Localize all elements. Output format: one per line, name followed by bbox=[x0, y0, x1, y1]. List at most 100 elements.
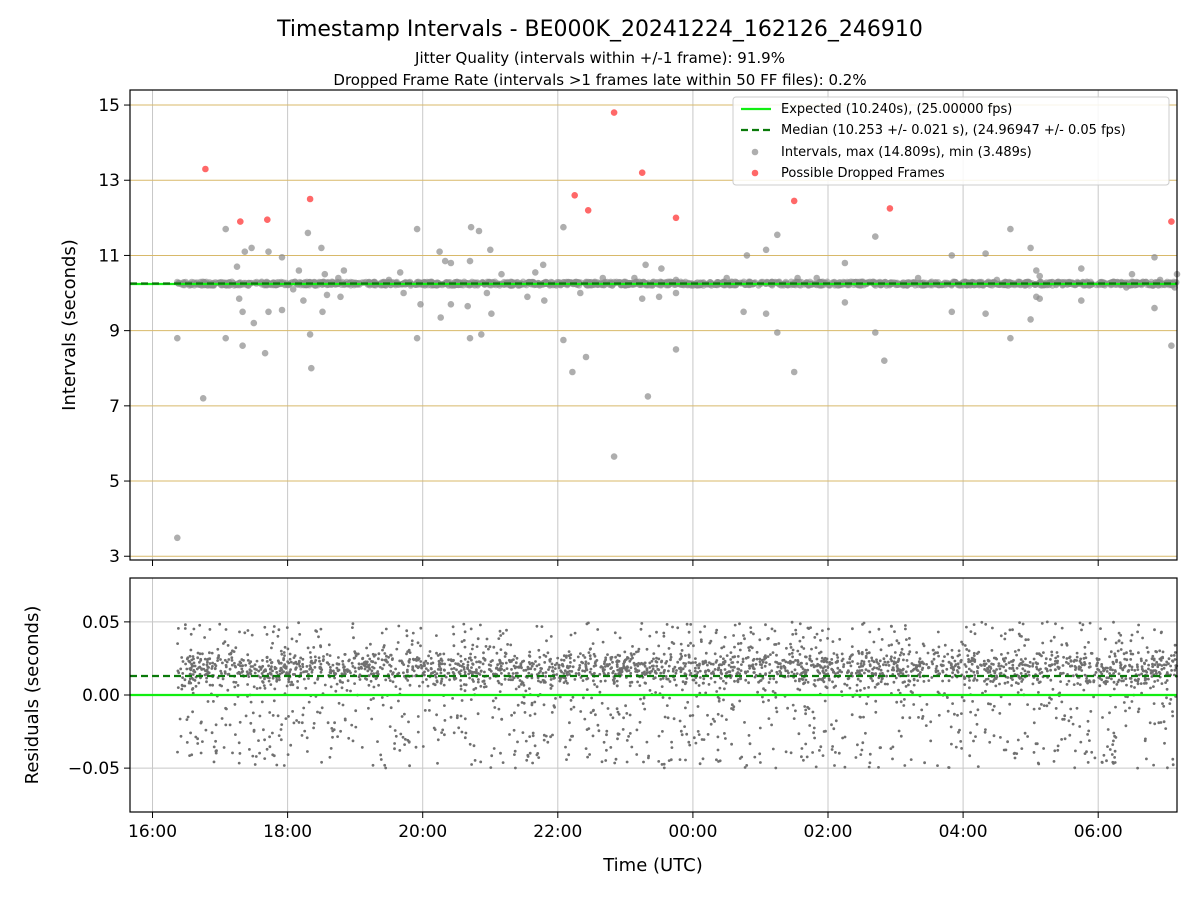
residual-point bbox=[1156, 665, 1160, 669]
residual-point bbox=[308, 664, 312, 667]
residual-point bbox=[900, 647, 904, 651]
residual-point bbox=[1002, 665, 1006, 669]
residual-point bbox=[947, 660, 951, 664]
residual-point bbox=[470, 647, 474, 651]
interval-point bbox=[475, 227, 483, 235]
residual-point bbox=[446, 671, 450, 675]
residual-point bbox=[390, 658, 394, 661]
interval-point bbox=[642, 261, 649, 269]
residual-point bbox=[772, 677, 776, 681]
residual-point bbox=[471, 663, 475, 666]
residual-point bbox=[550, 662, 554, 666]
residual-point bbox=[972, 739, 975, 743]
residual-point bbox=[542, 703, 546, 707]
residual-point bbox=[268, 745, 272, 749]
residual-point bbox=[574, 672, 578, 675]
residual-point bbox=[926, 651, 930, 655]
residual-point bbox=[814, 646, 818, 649]
residual-point bbox=[1035, 652, 1039, 655]
residual-point bbox=[289, 660, 293, 664]
residual-point bbox=[515, 656, 519, 660]
residual-point bbox=[635, 669, 639, 672]
residual-point bbox=[1085, 677, 1088, 680]
residual-point bbox=[547, 668, 550, 671]
residual-point bbox=[685, 677, 689, 680]
residual-point bbox=[341, 659, 345, 663]
residual-point bbox=[861, 741, 865, 745]
residual-point bbox=[909, 690, 913, 693]
residual-point bbox=[283, 666, 287, 669]
residual-point bbox=[505, 628, 508, 632]
residual-point bbox=[323, 683, 327, 687]
interval-point bbox=[982, 250, 989, 257]
residual-point bbox=[971, 658, 975, 662]
residual-point bbox=[240, 658, 244, 661]
residual-point bbox=[429, 656, 433, 660]
residual-point bbox=[1048, 664, 1052, 667]
residual-point bbox=[514, 766, 517, 770]
interval-point bbox=[1128, 270, 1136, 278]
residual-point bbox=[834, 672, 837, 675]
residual-point bbox=[286, 753, 290, 756]
residual-point bbox=[824, 685, 828, 689]
residual-point bbox=[806, 668, 810, 672]
residual-point bbox=[201, 740, 204, 743]
residual-point bbox=[1060, 626, 1064, 630]
residual-point bbox=[322, 658, 325, 661]
residual-point bbox=[287, 715, 290, 718]
residual-point bbox=[528, 735, 532, 738]
residual-point bbox=[897, 659, 900, 662]
residual-point bbox=[863, 671, 866, 675]
residual-point bbox=[1056, 659, 1059, 663]
residual-point bbox=[544, 671, 548, 674]
residual-point bbox=[857, 649, 860, 653]
residual-point bbox=[724, 681, 728, 685]
residual-point bbox=[577, 672, 581, 675]
residual-point bbox=[714, 631, 718, 635]
residual-point bbox=[732, 634, 735, 637]
residual-point bbox=[761, 700, 765, 704]
residual-point bbox=[305, 665, 309, 668]
residual-point bbox=[367, 683, 371, 687]
residual-point bbox=[523, 711, 527, 714]
residual-point bbox=[628, 684, 632, 688]
residual-point bbox=[1016, 691, 1020, 694]
residual-point bbox=[394, 734, 398, 738]
residual-point bbox=[1130, 665, 1134, 669]
residual-point bbox=[959, 658, 963, 662]
residual-point bbox=[424, 667, 428, 670]
interval-point bbox=[413, 225, 421, 233]
residual-point bbox=[731, 661, 735, 664]
residual-point bbox=[859, 753, 863, 756]
residual-point bbox=[491, 699, 495, 703]
residual-point bbox=[305, 736, 309, 740]
residual-point bbox=[870, 656, 874, 660]
residual-point bbox=[606, 653, 609, 656]
residual-point bbox=[473, 759, 477, 762]
residual-point bbox=[1109, 650, 1113, 654]
residual-point bbox=[767, 681, 771, 684]
residual-point bbox=[470, 658, 473, 662]
residual-point bbox=[487, 647, 490, 651]
interval-point bbox=[318, 244, 325, 252]
residual-point bbox=[585, 668, 589, 672]
residual-point bbox=[1010, 684, 1013, 687]
residual-point bbox=[451, 697, 454, 700]
interval-point bbox=[672, 346, 680, 353]
residual-point bbox=[920, 668, 924, 671]
residual-point bbox=[551, 669, 554, 673]
residual-point bbox=[912, 703, 916, 706]
residual-point bbox=[438, 661, 441, 665]
residual-point bbox=[183, 678, 187, 682]
residual-point bbox=[687, 661, 691, 664]
residual-point bbox=[1173, 668, 1177, 672]
residual-point bbox=[1000, 653, 1003, 656]
residual-point bbox=[717, 663, 721, 667]
residual-point bbox=[416, 658, 420, 662]
residual-point bbox=[319, 662, 323, 666]
residual-point bbox=[340, 686, 344, 690]
residual-point bbox=[813, 636, 817, 639]
residual-point bbox=[904, 627, 907, 631]
residual-point bbox=[291, 710, 294, 713]
residual-point bbox=[880, 638, 884, 641]
